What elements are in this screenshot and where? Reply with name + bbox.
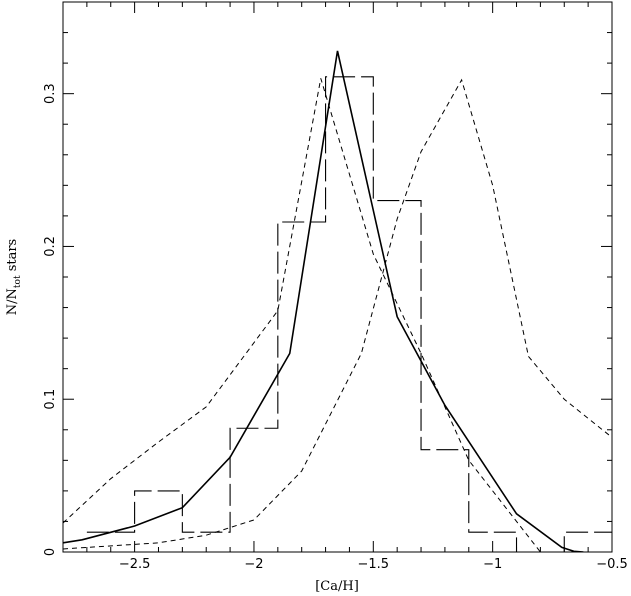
y-axis-label: N/Ntot stars xyxy=(5,239,23,315)
x-tick-label: −2.5 xyxy=(119,557,151,572)
y-axis-label-subscript: tot xyxy=(13,275,23,288)
x-tick-label: −1.5 xyxy=(358,557,390,572)
y-axis-label-main: N/N xyxy=(5,288,20,315)
series-1-solid xyxy=(63,50,584,552)
y-axis-label-tail: stars xyxy=(5,239,20,276)
series-3-short-dash xyxy=(63,78,541,552)
x-tick-label: −2 xyxy=(244,557,263,572)
y-tick-label: 0.3 xyxy=(43,83,58,104)
y-tick-label: 0.1 xyxy=(43,389,58,410)
x-axis-label: [Ca/H] xyxy=(315,579,359,594)
series-layer xyxy=(63,50,612,552)
series-2-long-dash-step xyxy=(86,76,612,552)
y-tick-label: 0 xyxy=(43,548,58,556)
series-4-short-dash xyxy=(63,78,612,550)
y-tick-label: 0.2 xyxy=(43,236,58,257)
x-tick-label: −1 xyxy=(483,557,502,572)
tick-labels: −2.5 −2 −1.5 −1 −0.5 0 0.1 0.2 0.3 xyxy=(43,83,628,572)
axis-ticks xyxy=(62,1,613,553)
plot-frame xyxy=(62,1,613,553)
x-tick-label: −0.5 xyxy=(596,557,628,572)
